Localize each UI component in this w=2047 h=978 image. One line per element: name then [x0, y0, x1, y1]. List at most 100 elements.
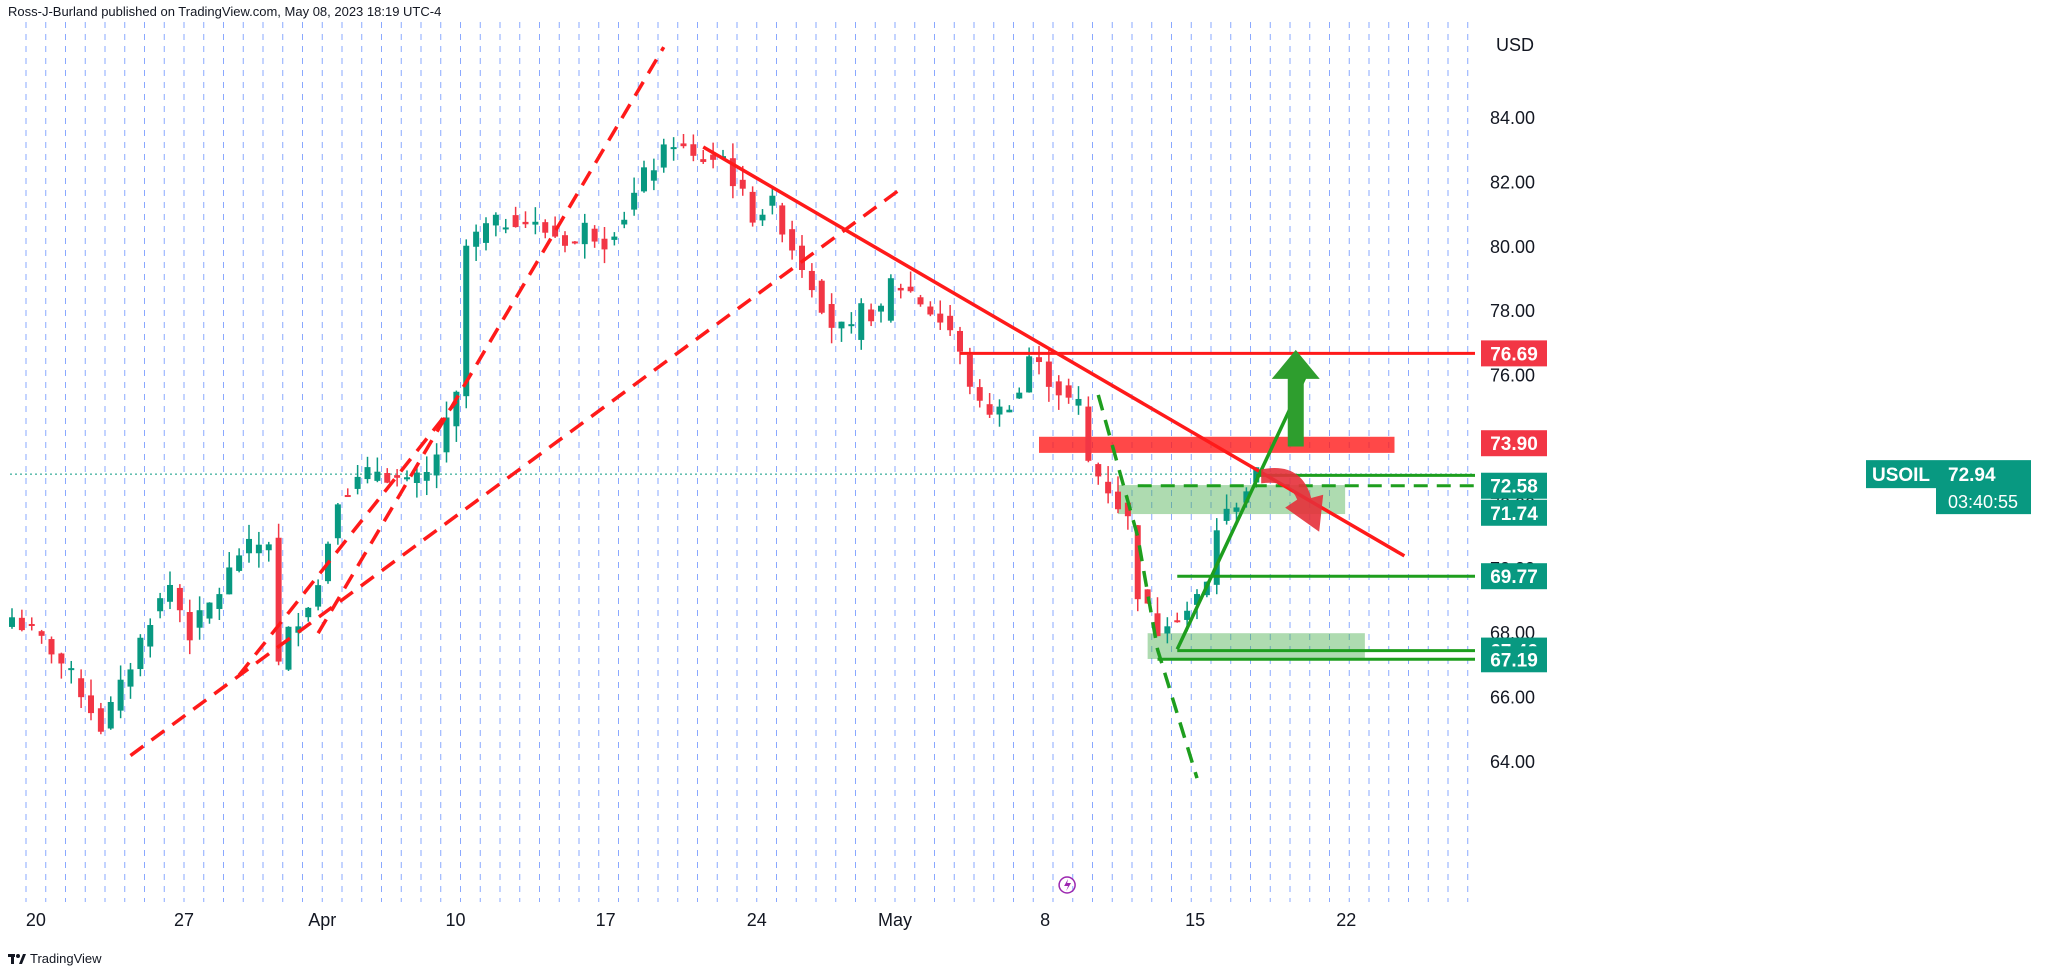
candle-body — [986, 404, 993, 415]
candle-body — [976, 387, 983, 401]
candle-body — [1026, 356, 1033, 393]
candle-body — [1055, 381, 1062, 396]
candle-body — [818, 280, 825, 313]
candle-body — [404, 477, 410, 480]
time-tick: May — [878, 910, 912, 930]
candle-body — [749, 191, 756, 223]
candle-body — [1105, 481, 1112, 494]
candle-body — [591, 228, 598, 242]
time-tick: 15 — [1185, 910, 1205, 930]
candle-body — [522, 221, 529, 225]
candle-body — [996, 406, 1003, 415]
price-chart[interactable]: USD64.0066.0068.0070.0072.0074.0076.0078… — [0, 0, 2047, 940]
candle-body — [907, 286, 914, 292]
down-arrow-icon — [1261, 467, 1324, 532]
candle-body — [344, 495, 351, 498]
candle-body — [433, 454, 440, 476]
candle-body — [680, 143, 687, 147]
candle-body — [1075, 398, 1082, 406]
footer-brand: TradingView — [30, 951, 102, 966]
candle-body — [937, 313, 944, 323]
time-tick: 10 — [446, 910, 466, 930]
candle-body — [1174, 620, 1181, 623]
candle-body — [552, 225, 559, 237]
candle-body — [275, 537, 282, 662]
candle-body — [571, 241, 578, 244]
candle-body — [58, 653, 65, 664]
candle-body — [621, 219, 628, 225]
candle-body — [729, 158, 736, 187]
candle-body — [246, 538, 252, 554]
candle-body — [581, 222, 588, 245]
candle-body — [236, 555, 243, 571]
candle-body — [413, 472, 420, 483]
candle-body — [265, 544, 272, 551]
candle-body — [670, 147, 677, 150]
candle-body — [88, 695, 94, 714]
time-axis: 20 27 Apr 10 17 24 May 8 15 22 — [26, 876, 1356, 930]
candle-body — [364, 467, 371, 480]
price-label-box — [1481, 340, 1547, 367]
candle-body — [1194, 594, 1200, 605]
candle-body — [483, 223, 489, 243]
last-price-label: 72.94 — [1948, 465, 1996, 486]
candle-body — [473, 231, 480, 247]
price-label: 73.90 — [1490, 434, 1538, 455]
price-label: 71.74 — [1490, 504, 1538, 525]
candle-body — [463, 245, 470, 397]
candle-body — [512, 215, 519, 228]
candle-body — [1164, 626, 1171, 634]
candle-body — [1006, 409, 1013, 413]
candle-body — [858, 303, 865, 340]
candle-body — [1115, 491, 1121, 510]
time-tick: 8 — [1040, 910, 1050, 930]
price-tick: 78.00 — [1490, 301, 1535, 321]
candle-body — [107, 701, 114, 729]
candle-body — [9, 617, 15, 627]
candle-body — [216, 594, 223, 609]
candle-body — [334, 504, 341, 539]
candle-body — [878, 305, 884, 312]
candle-body — [611, 236, 618, 240]
price-label-box — [1481, 430, 1547, 457]
candle-body — [897, 287, 904, 291]
candle-body — [137, 637, 144, 670]
candle-body — [38, 631, 45, 636]
time-tick: 22 — [1336, 910, 1356, 930]
price-label: 72.58 — [1490, 477, 1538, 498]
candle-body — [868, 309, 875, 322]
inner-trend-line — [237, 400, 458, 677]
candle-body — [423, 471, 430, 481]
price-tick: 64.00 — [1490, 752, 1535, 772]
candle-body — [542, 222, 549, 233]
candle-body — [1045, 361, 1052, 387]
candle-body — [226, 567, 233, 595]
candle-body — [917, 297, 924, 305]
candle-body — [394, 475, 401, 478]
candle-body — [1223, 508, 1230, 521]
candle-body — [68, 668, 75, 671]
candle-body — [769, 195, 776, 206]
candle-body — [641, 167, 647, 192]
candle-body — [78, 678, 85, 698]
countdown-label: 03:40:55 — [1948, 492, 2018, 512]
candle-body — [1065, 385, 1072, 398]
price-tick: 66.00 — [1490, 688, 1535, 708]
event-marker-icon — [1058, 876, 1076, 894]
candle-body — [1154, 613, 1161, 637]
candle-body — [759, 214, 766, 221]
candle-body — [255, 544, 262, 554]
candle-body — [48, 639, 55, 655]
last-price-box — [1936, 460, 2031, 515]
candle-body — [650, 170, 657, 181]
candle-body — [384, 473, 391, 483]
candle-body — [206, 602, 213, 619]
lightning-icon — [1064, 879, 1072, 891]
candle-body — [562, 235, 568, 246]
candle-body — [887, 278, 894, 321]
candle-body — [157, 598, 164, 612]
price-label-box — [1481, 563, 1547, 590]
candles-layer — [9, 133, 1260, 735]
currency-label: USD — [1496, 35, 1534, 55]
price-label: 67.19 — [1490, 650, 1538, 671]
